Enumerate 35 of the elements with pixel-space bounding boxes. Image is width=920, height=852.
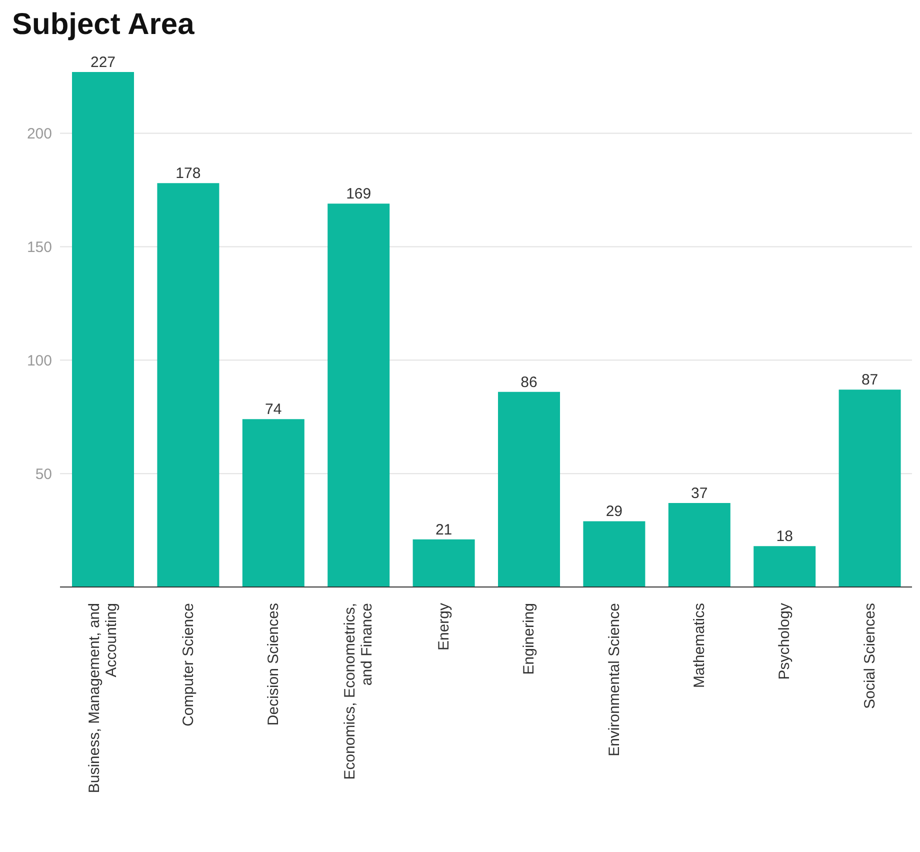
data-label: 74 xyxy=(265,401,282,418)
bar xyxy=(583,521,646,587)
data-label: 86 xyxy=(520,374,538,391)
bar xyxy=(412,539,475,587)
bar xyxy=(498,392,560,587)
bar xyxy=(157,183,220,587)
data-label: 37 xyxy=(691,485,708,502)
x-tick-label: Mathematics xyxy=(691,603,708,688)
y-tick-label: 150 xyxy=(26,239,52,256)
bar xyxy=(72,72,134,587)
x-tick-label: Computer Science xyxy=(180,603,197,726)
x-tick-label: Enginering xyxy=(520,603,538,675)
x-tick-label: Environmental Science xyxy=(606,603,623,756)
x-tick-label: Psychology xyxy=(776,602,794,680)
x-tick-label: Economics, Econometrics, and Finance xyxy=(342,603,376,780)
data-label: 21 xyxy=(435,521,452,538)
data-label: 178 xyxy=(176,165,201,182)
data-label: 29 xyxy=(606,503,623,520)
chart-title: Subject Area xyxy=(12,8,196,42)
data-label: 87 xyxy=(861,372,878,389)
data-label: 18 xyxy=(776,528,793,546)
bar xyxy=(754,546,816,587)
y-tick-label: 100 xyxy=(26,352,52,370)
data-label: 169 xyxy=(346,186,372,203)
bar xyxy=(328,204,390,587)
y-tick-label: 200 xyxy=(26,126,52,143)
bar xyxy=(668,503,730,587)
bar xyxy=(242,419,304,587)
data-label: 227 xyxy=(90,54,116,71)
bar xyxy=(838,390,901,587)
x-tick-label: Decision Sciences xyxy=(265,603,282,726)
y-tick-label: 50 xyxy=(35,466,52,483)
x-tick-label: Social Sciences xyxy=(861,603,878,709)
x-tick-label: Energy xyxy=(435,602,452,651)
x-tick-label: Business, Management, and Accounting xyxy=(86,603,120,794)
